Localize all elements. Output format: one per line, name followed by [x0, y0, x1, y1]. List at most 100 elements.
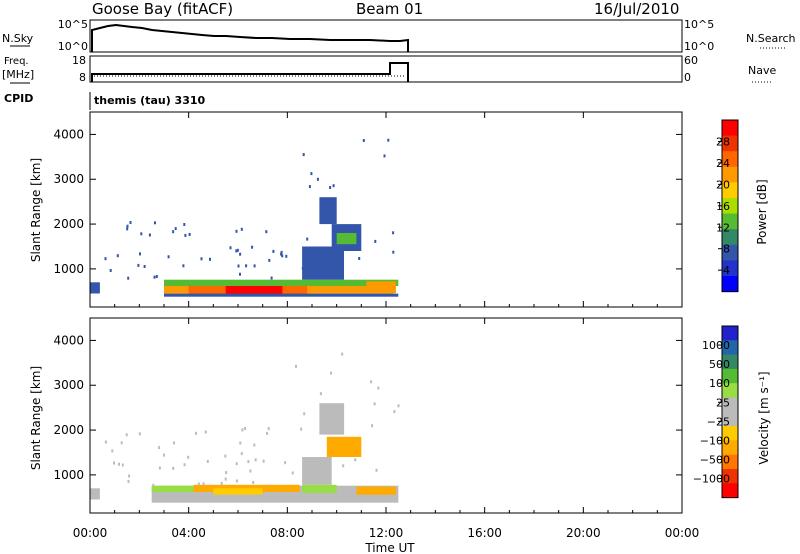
- data-region: [164, 293, 399, 297]
- data-region: [90, 282, 100, 294]
- echo-speckle: [128, 474, 131, 478]
- echo-speckle: [129, 221, 132, 224]
- echo-speckle: [374, 239, 377, 243]
- echo-speckle: [251, 245, 254, 249]
- colorbar-segment: [722, 182, 738, 199]
- echo-speckle: [204, 430, 207, 434]
- echo-speckle: [240, 452, 243, 456]
- echo-speckle: [310, 172, 313, 176]
- echo-speckle: [332, 184, 335, 188]
- nsky-tick-top: 10^5: [58, 18, 88, 31]
- echo-speckle: [252, 480, 255, 484]
- echo-speckle: [284, 461, 287, 465]
- echo-speckle: [270, 276, 273, 280]
- echo-speckle: [362, 139, 365, 142]
- nsky-label: N.Sky: [2, 32, 34, 45]
- echo-speckle: [197, 482, 200, 486]
- echo-speckle: [127, 479, 130, 483]
- y-tick-label: 3000: [53, 172, 84, 186]
- echo-speckle: [239, 441, 242, 445]
- echo-speckle: [154, 221, 156, 225]
- echo-speckle: [182, 264, 185, 268]
- colorbar-tick-label: 100: [709, 377, 730, 390]
- echo-speckle: [104, 440, 107, 444]
- echo-speckle: [116, 254, 119, 258]
- echo-speckle: [200, 257, 203, 261]
- echo-speckle: [244, 427, 246, 430]
- echo-speckle: [126, 224, 129, 228]
- echo-speckle: [111, 449, 114, 453]
- colorbar-tick-label: 8: [723, 243, 730, 256]
- colorbar-tick-label: −500: [700, 453, 730, 466]
- echo-speckle: [158, 446, 161, 450]
- echo-speckle: [239, 272, 241, 276]
- echo-speckle: [137, 263, 140, 267]
- echo-speckle: [266, 431, 269, 435]
- colorbar-tick-label: 20: [716, 178, 730, 191]
- echo-speckle: [187, 455, 190, 459]
- echo-speckle: [280, 252, 283, 256]
- colorbar-tick-label: 500: [709, 358, 730, 371]
- colorbar-segment: [722, 340, 738, 356]
- echo-speckle: [229, 246, 232, 250]
- x-tick-label: 20:00: [566, 526, 601, 540]
- cpid-value: themis (tau) 3310: [94, 94, 206, 107]
- echo-speckle: [235, 229, 238, 233]
- beam-title: Beam 01: [356, 0, 423, 18]
- echo-speckle: [195, 431, 197, 435]
- data-region: [90, 488, 100, 500]
- echo-speckle: [354, 458, 357, 462]
- velocity-ylabel: Slant Range [km]: [29, 366, 43, 470]
- echo-speckle: [152, 483, 155, 487]
- power-ylabel: Slant Range [km]: [29, 158, 43, 262]
- echo-speckle: [392, 250, 395, 254]
- echo-speckle: [375, 468, 378, 472]
- power-panel-frame: [89, 111, 683, 308]
- echo-speckle: [268, 258, 271, 262]
- echo-speckle: [307, 459, 310, 463]
- echo-speckle: [327, 259, 330, 262]
- data-region: [366, 281, 396, 294]
- echo-speckle: [158, 466, 161, 470]
- echo-speckle: [253, 264, 256, 268]
- echo-speckle: [267, 427, 270, 431]
- echo-speckle: [265, 230, 268, 234]
- colorbar-segment: [722, 383, 738, 398]
- freq-tick-bottom: 8: [79, 71, 86, 84]
- data-region: [356, 486, 396, 495]
- colorbar-segment: [722, 354, 738, 370]
- y-tick-label: 1000: [53, 468, 84, 482]
- echo-speckle: [235, 462, 238, 466]
- colorbar-tick-label: 16: [716, 200, 730, 213]
- echo-speckle: [220, 482, 223, 485]
- echo-speckle: [104, 257, 107, 261]
- echo-speckle: [306, 255, 309, 259]
- y-tick-label: 3000: [53, 378, 84, 392]
- echo-speckle: [393, 410, 396, 414]
- echo-speckle: [341, 352, 344, 356]
- colorbar-segment: [722, 483, 738, 499]
- colorbar-segment: [722, 454, 738, 470]
- nsky-tick-bottom: 10^0: [58, 40, 88, 53]
- echo-speckle: [153, 275, 156, 279]
- echo-speckle: [235, 479, 238, 483]
- echo-speckle: [387, 138, 390, 142]
- echo-speckle: [173, 441, 175, 445]
- echo-speckle: [109, 269, 112, 272]
- x-tick-label: 12:00: [369, 526, 404, 540]
- colorbar-tick-label: 25: [716, 396, 730, 409]
- echo-speckle: [167, 255, 170, 259]
- velocity-panel: 00:00 04:00 08:00 12:00 16:00 20:00 00:00 1000…: [29, 317, 771, 540]
- colorbar-segment: [722, 326, 738, 341]
- echo-speckle: [373, 402, 376, 406]
- echo-speckle: [241, 428, 244, 432]
- echo-speckle: [120, 441, 123, 445]
- x-tick-label: 16:00: [467, 526, 502, 540]
- colorbar-segment: [722, 244, 738, 261]
- echo-speckle: [237, 264, 240, 268]
- echo-speckle: [139, 252, 141, 256]
- echo-speckle: [285, 254, 288, 258]
- data-region: [164, 279, 399, 286]
- echo-speckle: [262, 459, 265, 463]
- nave-tick-top: 60: [684, 54, 698, 67]
